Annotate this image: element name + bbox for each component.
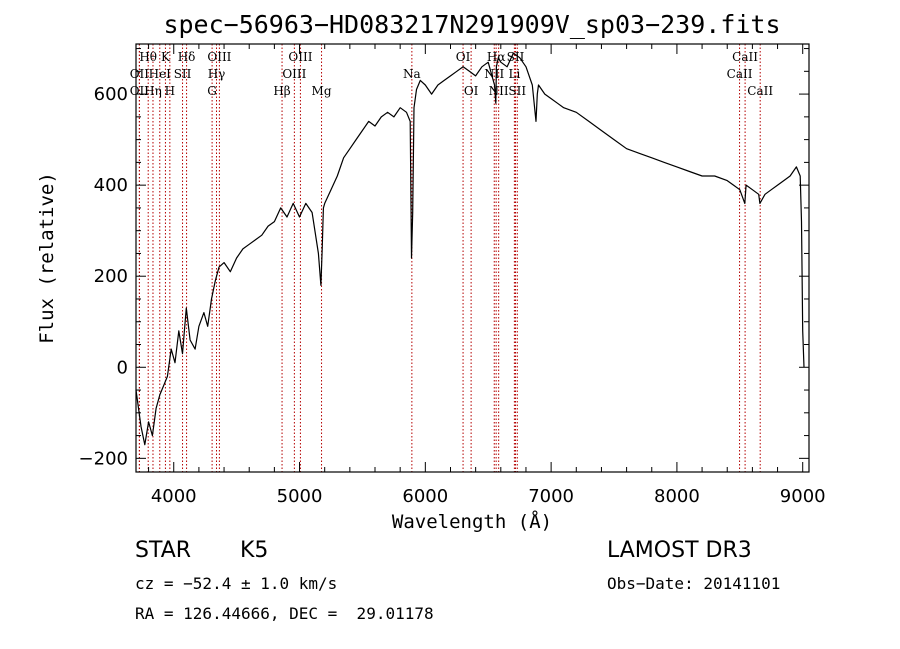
line-marker-label-19: Hα [487,50,506,64]
line-marker-label-3: K [161,50,171,64]
line-marker-label-20: NII [484,67,504,81]
line-marker-label-5: Hη [144,84,162,98]
line-marker-label-26: CaII [727,67,753,81]
line-marker-label-14: Hβ [273,84,290,98]
survey-name: LAMOST DR3 [607,538,752,563]
line-marker-label-8: Hδ [178,50,196,64]
x-axis-ticks: 4000 5000 6000 7000 8000 9000 [148,44,826,507]
flux-series-line [135,52,805,446]
line-marker-label-21: NII [489,84,509,98]
x-tick-label-4000: 4000 [151,486,197,507]
x-tick-label-8000: 8000 [654,486,700,507]
x-axis-label: Wavelength (Å) [392,510,552,533]
line-marker-label-9: OIII [207,50,231,64]
spectral-line-markers [138,44,761,472]
line-marker-label-6: SII [174,67,192,81]
line-marker-label-25: CaII [732,50,758,64]
redshift-readout: cz = −52.4 ± 1.0 km/s [135,574,338,593]
y-tick-label-200: 200 [94,266,128,287]
line-marker-label-27: CaII [747,84,773,98]
line-marker-label-24: SII [508,84,526,98]
line-marker-label-7: H [165,84,175,98]
line-marker-label-17: OI [456,50,471,64]
observation-date: Obs−Date: 20141101 [607,574,781,593]
line-marker-label-11: G [207,84,217,98]
object-type: STAR [135,538,192,563]
line-marker-label-13: OIII [282,67,306,81]
coordinates-readout: RA = 126.44666, DEC = 29.01178 [135,604,434,623]
line-marker-label-18: OI [464,84,479,98]
y-tick-label--200: −200 [79,448,128,469]
y-axis-ticks: −200 0 200 400 600 [79,48,809,469]
line-marker-label-10: Hγ [208,67,226,81]
line-marker-label-4: HeI [149,67,172,81]
x-tick-label-9000: 9000 [780,486,826,507]
x-tick-label-7000: 7000 [528,486,574,507]
y-tick-label-0: 0 [117,357,128,378]
x-tick-label-5000: 5000 [277,486,323,507]
line-marker-label-0: Hθ [139,50,157,64]
line-marker-label-22: SII [507,50,525,64]
chart-title: spec−56963−HD083217N291909V_sp03−239.fit… [163,10,780,39]
x-tick-label-6000: 6000 [402,486,448,507]
line-marker-label-12: OIII [288,50,312,64]
spectral-subclass: K5 [240,538,269,563]
line-marker-label-15: Mg [312,84,332,98]
line-marker-label-16: Na [403,67,421,81]
y-tick-label-400: 400 [94,175,128,196]
line-marker-label-1: OII [130,67,150,81]
y-tick-label-600: 600 [94,84,128,105]
plot-frame [135,43,810,473]
y-axis-label: Flux (relative) [36,172,58,344]
line-marker-label-23: Li [508,67,520,81]
